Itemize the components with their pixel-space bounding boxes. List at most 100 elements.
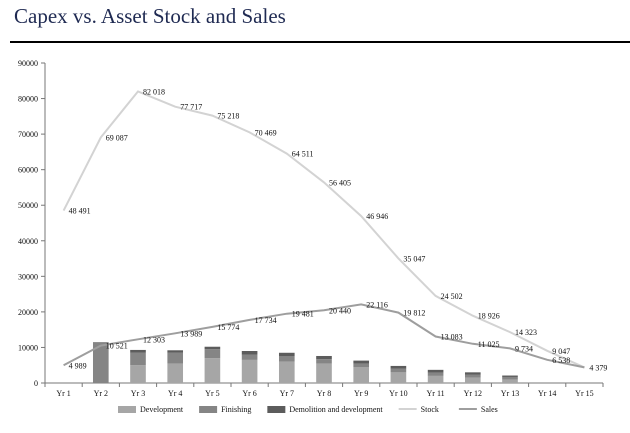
data-label: 48 491	[69, 207, 91, 216]
bar-segment	[167, 363, 184, 383]
bar-segment	[130, 349, 146, 353]
bar-segment	[130, 365, 146, 383]
bar-segment	[241, 359, 258, 383]
bar-segment	[353, 363, 370, 367]
data-label: 56 405	[329, 178, 351, 187]
data-label: 46 946	[366, 212, 388, 221]
data-label: 75 218	[217, 112, 239, 121]
data-label: 20 440	[329, 306, 351, 315]
bar-segment	[167, 350, 184, 353]
bar-segment	[427, 369, 444, 373]
legend-swatch	[199, 406, 218, 413]
y-tick-label: 50000	[18, 201, 38, 210]
bar-segment	[502, 375, 518, 377]
x-tick-label: Yr 9	[354, 389, 368, 398]
bar-segment	[353, 367, 370, 383]
x-tick-label: Yr 8	[317, 389, 331, 398]
bar-segment	[316, 359, 332, 364]
data-label: 17 734	[255, 316, 277, 325]
data-label: 77 717	[180, 103, 202, 112]
line-sales	[63, 303, 585, 369]
bar-segment	[241, 351, 258, 355]
data-label: 22 116	[366, 300, 388, 309]
y-tick-label: 20000	[18, 308, 38, 317]
x-tick-label: Yr 3	[131, 389, 145, 398]
x-tick-label: Yr 14	[538, 389, 556, 398]
y-tick-label: 40000	[18, 237, 38, 246]
bar-segment	[427, 375, 444, 383]
bar-segment	[464, 372, 481, 375]
y-tick-label: 10000	[18, 343, 38, 352]
title-divider	[10, 41, 630, 43]
data-label: 19 812	[403, 309, 425, 318]
page-title: Capex vs. Asset Stock and Sales	[14, 4, 286, 28]
x-tick-label: Yr 10	[389, 389, 407, 398]
bar-segment	[427, 372, 444, 376]
bar-segment	[390, 368, 407, 373]
x-tick-label: Yr 13	[501, 389, 519, 398]
bar-segment	[316, 355, 332, 360]
y-tick-label: 80000	[18, 95, 38, 104]
data-label: 82 018	[143, 87, 165, 96]
bar-segment	[204, 346, 221, 350]
y-tick-label: 60000	[18, 166, 38, 175]
y-tick-label: 30000	[18, 272, 38, 281]
legend-swatch	[118, 406, 136, 413]
bar-segment	[464, 374, 481, 378]
data-label: 19 481	[292, 310, 314, 319]
bar-segment	[316, 363, 332, 383]
data-label: 13 989	[180, 329, 202, 338]
x-tick-label: Yr 11	[427, 389, 445, 398]
legend-label: Stock	[421, 405, 439, 414]
data-label: 9 734	[515, 344, 533, 353]
legend-swatch	[267, 406, 286, 413]
bar-segment	[204, 349, 221, 359]
line-stock	[62, 90, 585, 369]
y-tick-label: 70000	[18, 130, 38, 139]
x-tick-label: Yr 15	[575, 389, 593, 398]
bar-segment	[167, 352, 184, 364]
data-label: 6 538	[552, 356, 570, 365]
bar-segment	[278, 356, 295, 362]
x-tick-label: Yr 4	[168, 389, 182, 398]
bar-segment	[278, 361, 295, 383]
x-tick-label: Yr 2	[94, 389, 108, 398]
y-tick-label: 0	[34, 379, 38, 388]
data-label: 11 025	[478, 340, 500, 349]
y-tick-label: 90000	[18, 59, 38, 68]
bar-segment	[92, 342, 109, 383]
x-tick-label: Yr 12	[464, 389, 482, 398]
data-label: 35 047	[403, 254, 425, 263]
legend-label: Development	[140, 405, 184, 414]
bar-segment	[390, 365, 407, 369]
data-label: 14 323	[515, 328, 537, 337]
data-label: 12 303	[143, 335, 165, 344]
x-tick-label: Yr 5	[205, 389, 219, 398]
data-label: 13 083	[441, 332, 463, 341]
data-label: 4 989	[69, 361, 87, 370]
bar-segment	[241, 354, 258, 360]
bar-segment	[130, 352, 146, 366]
data-label: 10 521	[106, 342, 128, 351]
data-label: 4 379	[589, 363, 607, 372]
bar-segment	[502, 379, 518, 383]
bar-segment	[278, 352, 295, 357]
data-label: 24 502	[441, 292, 463, 301]
data-label: 69 087	[106, 133, 128, 142]
x-tick-label: Yr 6	[242, 389, 256, 398]
data-label: 15 774	[217, 323, 239, 332]
data-label: 9 047	[552, 347, 570, 356]
data-label: 70 469	[255, 128, 277, 137]
bar-segment	[204, 358, 221, 383]
x-tick-label: Yr 7	[280, 389, 294, 398]
bar-segment	[353, 360, 370, 364]
legend-label: Finishing	[221, 405, 251, 414]
data-label: 64 511	[292, 150, 314, 159]
legend-label: Demolition and development	[289, 405, 383, 414]
bar-segment	[502, 376, 518, 380]
bar-segment	[390, 372, 407, 383]
legend-label: Sales	[481, 405, 498, 414]
bar-segment	[464, 377, 481, 383]
data-label: 18 926	[478, 312, 500, 321]
